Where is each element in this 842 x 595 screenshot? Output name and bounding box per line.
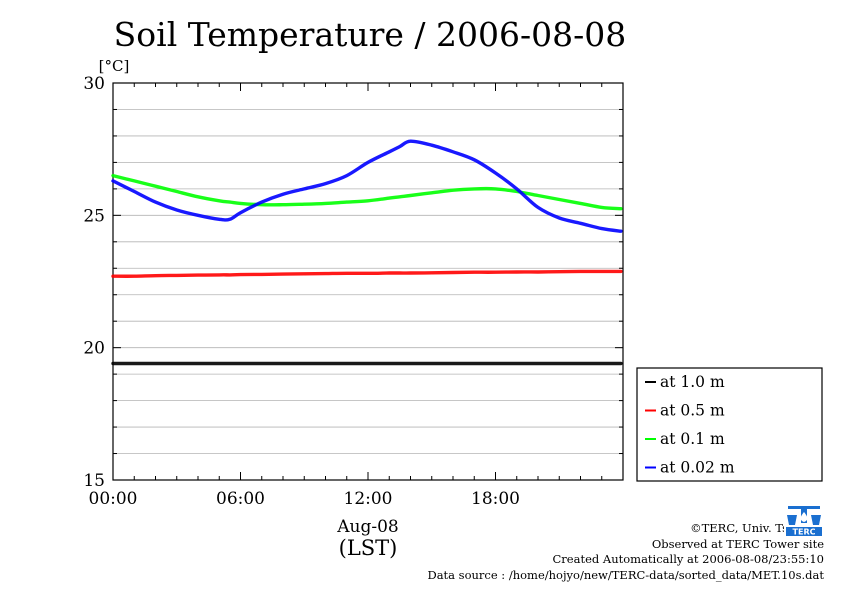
x-tick-label: 18:00 [471,489,520,509]
credit-observed: Observed at TERC Tower site [651,536,824,551]
x-tick-label: 00:00 [89,489,138,509]
y-tick-label: 20 [83,339,105,359]
logo-text: TERC [793,528,816,537]
legend-label-at-1-0-m: at 1.0 m [660,373,725,391]
y-tick-label: 30 [83,74,105,94]
x-tick-label: 12:00 [344,489,393,509]
terc-logo-icon: TERC [784,503,824,537]
plot-frame [112,82,624,481]
legend-label-at-0-02-m: at 0.02 m [660,459,735,477]
legend-frame [636,367,823,482]
series-line-at-0-1-m [111,173,623,211]
series-lines [111,139,623,366]
y-tick-label: 15 [83,471,105,491]
legend: at 1.0 m at 0.5 m at 0.1 m at 0.02 m [636,367,823,482]
x-tick-label: 06:00 [216,489,265,509]
series-line-at-0-5-m [111,269,623,278]
credit-source: Data source : /home/hojyo/new/TERC-data/… [427,567,824,582]
chart-title: Soil Temperature / 2006-08-08 [114,15,627,54]
axis-ticks: 15 20 25 30 00:00 06:00 12:00 18:00 [83,74,624,509]
credit-created: Created Automatically at 2006-08-08/23:5… [552,552,825,566]
legend-label-at-0-5-m: at 0.5 m [660,402,725,420]
legend-label-at-0-1-m: at 0.1 m [660,430,725,448]
y-tick-label: 25 [83,206,105,226]
credits-block: ©TERC, Univ. Tsukuba Observed at TERC To… [427,521,824,583]
x-axis-unit-label: (LST) [339,536,398,560]
y-axis-label: [°C] [99,57,130,75]
series-line-at-0-02-m [111,139,623,233]
credit-copyright: ©TERC, Univ. Tsukuba [690,521,824,535]
x-axis-date-label: Aug-08 [336,517,398,537]
grid-lines [113,109,623,454]
